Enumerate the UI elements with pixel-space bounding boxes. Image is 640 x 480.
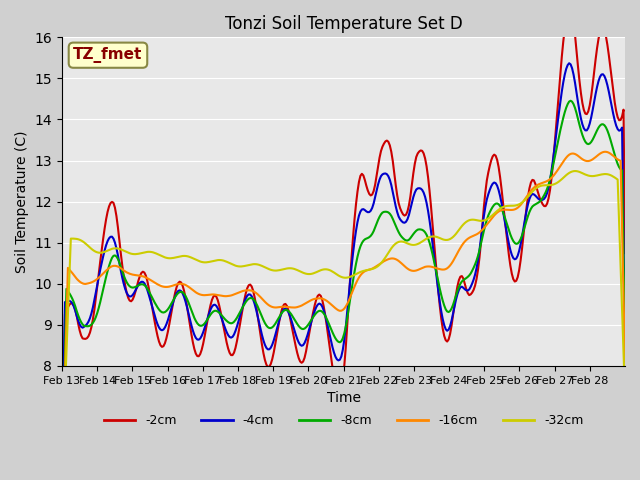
-2cm (77, 333, 85, 338)
-16cm (460, 240, 467, 246)
-32cm (543, 182, 551, 188)
Title: Tonzi Soil Temperature Set D: Tonzi Soil Temperature Set D (225, 15, 462, 33)
Line: -2cm: -2cm (62, 9, 625, 480)
-2cm (460, 276, 467, 281)
-32cm (621, 393, 629, 399)
-8cm (460, 277, 467, 283)
-4cm (618, 125, 626, 131)
-4cm (621, 349, 629, 355)
Line: -4cm: -4cm (62, 63, 625, 460)
-16cm (77, 280, 85, 286)
-2cm (567, 6, 575, 12)
-4cm (460, 285, 467, 291)
-32cm (460, 222, 467, 228)
X-axis label: Time: Time (326, 391, 360, 405)
-16cm (348, 291, 355, 297)
-32cm (618, 307, 626, 312)
-16cm (95, 275, 102, 280)
-8cm (543, 186, 551, 192)
-16cm (58, 477, 66, 480)
Line: -32cm: -32cm (62, 171, 625, 467)
-4cm (95, 274, 102, 280)
-32cm (95, 250, 102, 255)
-16cm (602, 149, 610, 155)
-2cm (543, 201, 551, 206)
-2cm (348, 254, 355, 260)
-16cm (621, 359, 629, 364)
-4cm (58, 457, 66, 463)
-2cm (95, 271, 102, 276)
-2cm (621, 250, 629, 256)
Line: -16cm: -16cm (62, 152, 625, 480)
-8cm (348, 287, 355, 292)
-32cm (58, 464, 66, 470)
-32cm (77, 238, 85, 243)
-32cm (571, 168, 579, 174)
-16cm (543, 178, 551, 184)
-8cm (618, 168, 626, 173)
-16cm (618, 225, 626, 231)
-4cm (77, 324, 85, 330)
Line: -8cm: -8cm (62, 101, 625, 480)
-8cm (621, 343, 629, 348)
-32cm (348, 273, 355, 279)
-4cm (543, 190, 551, 196)
-8cm (567, 98, 575, 104)
-8cm (77, 319, 85, 325)
-4cm (348, 264, 355, 269)
-2cm (618, 113, 626, 119)
Legend: -2cm, -4cm, -8cm, -16cm, -32cm: -2cm, -4cm, -8cm, -16cm, -32cm (99, 409, 588, 432)
-8cm (95, 305, 102, 311)
Text: TZ_fmet: TZ_fmet (74, 47, 143, 63)
-4cm (565, 60, 573, 66)
Y-axis label: Soil Temperature (C): Soil Temperature (C) (15, 131, 29, 273)
